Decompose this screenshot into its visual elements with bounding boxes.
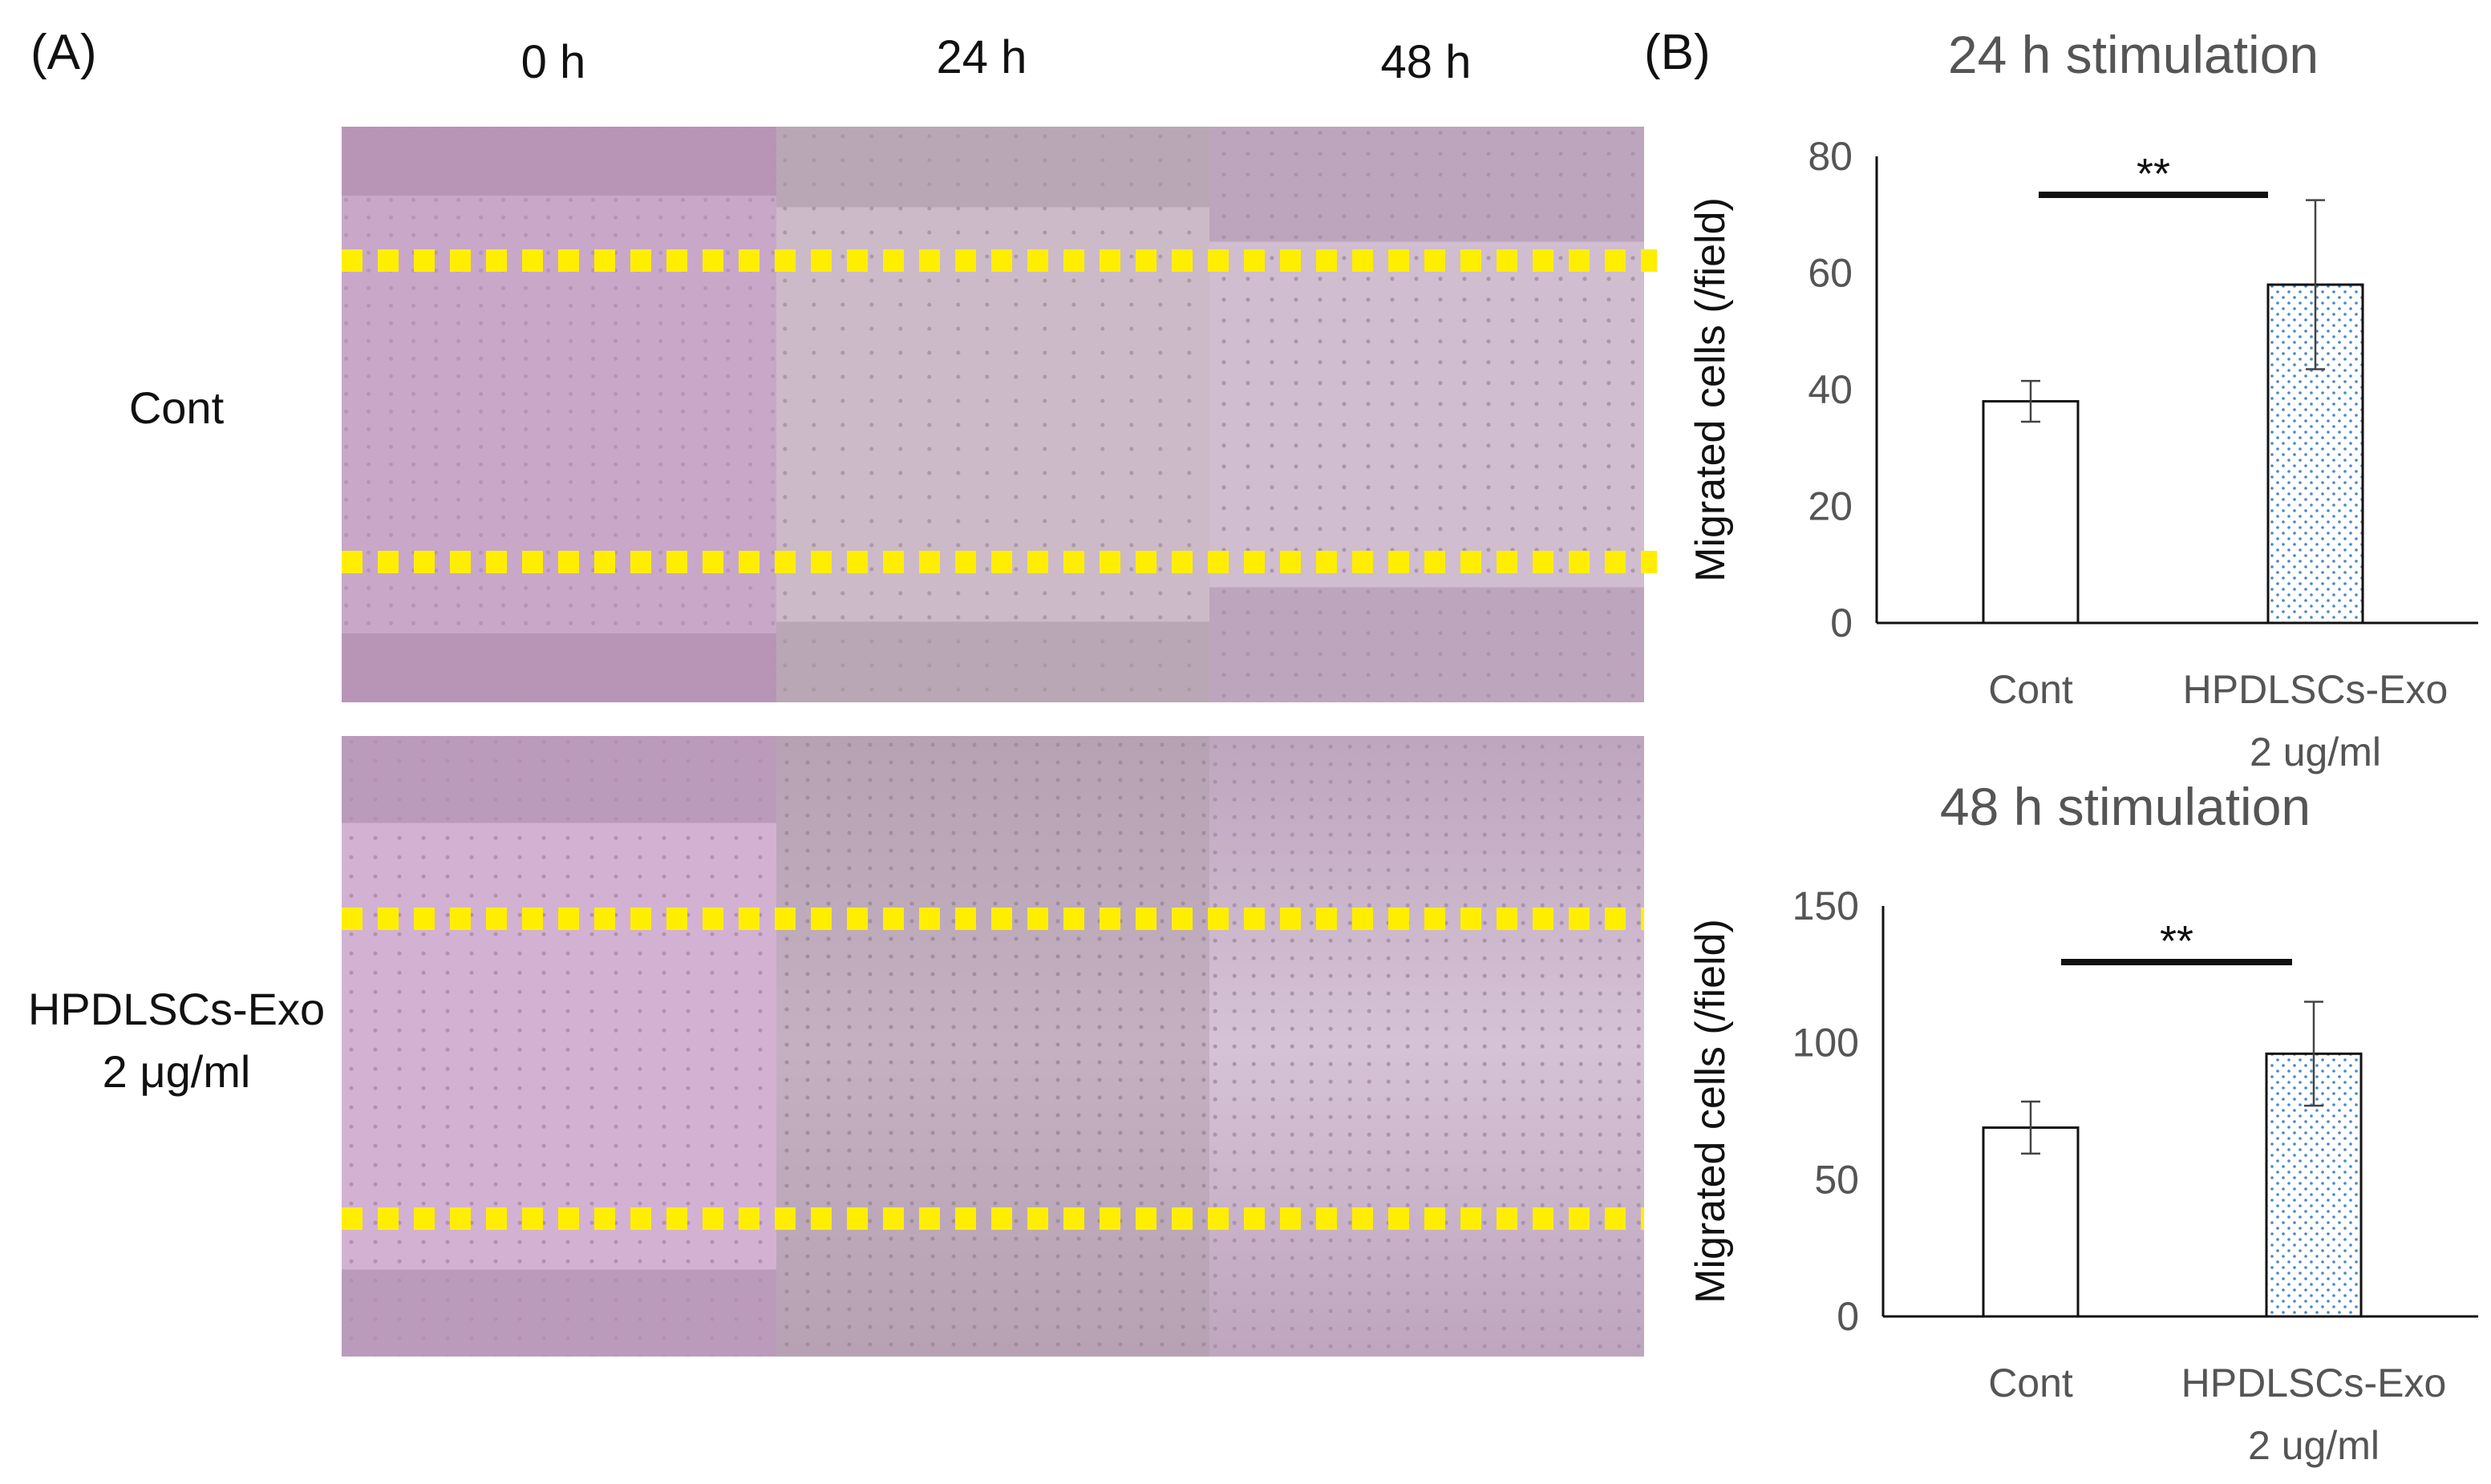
chart1-y-tick-label: 60 [1808,251,1853,296]
time-label-24h: 24 h [936,31,1027,83]
chart1-x-tick-label-1-0: HPDLSCs-Exo [2183,667,2448,712]
chart2-title: 48 h stimulation [1939,777,2311,836]
chart2-y-tick-label: 50 [1814,1157,1859,1202]
chart2-x-tick-label-1-0: HPDLSCs-Exo [2181,1361,2447,1405]
chart1-y-tick-label: 40 [1808,367,1853,412]
row-label-cont: Cont [128,382,225,433]
panel-b-label: (B) [1644,25,1711,80]
chart1-x-tick-label-1-1: 2 ug/ml [2250,730,2381,774]
wound-edge-line-cont-top [342,249,1657,272]
chart2-y-tick-label: 0 [1837,1294,1859,1339]
chart2-x-tick-label-1-1: 2 ug/ml [2248,1423,2380,1468]
chart1-y-tick-label: 0 [1830,600,1853,645]
time-label-48h: 48 h [1380,36,1472,88]
chart1-y-tick-label: 80 [1808,134,1853,179]
micrograph-exo-0h [342,736,776,1357]
chart2-x-tick-label-0-0: Cont [1988,1361,2073,1405]
chart1-significance-label: ** [2137,150,2170,198]
row-label-exo-line2: 2 μg/ml [102,1046,251,1098]
chart2-significance-label: ** [2160,917,2193,965]
micrograph-cont-24h [776,127,1209,702]
chart2-y-axis-label: Migrated cells (/field) [1687,919,1734,1304]
chart2-y-tick-label: 100 [1792,1021,1859,1065]
time-label-0h: 0 h [520,36,586,88]
chart1-bar-0 [1982,400,2080,625]
wound-edge-line-cont-bottom [342,551,1657,573]
chart1-x-tick-label-0-0: Cont [1988,667,2073,712]
micrograph-cont-0h [342,127,776,702]
chart1-y-tick-label: 20 [1808,484,1853,529]
chart2-y-tick-label: 150 [1792,884,1859,928]
row-label-exo-line1: HPDLSCs-Exo [27,984,326,1034]
wound-edge-line-exo-bottom [342,1207,1644,1230]
micrograph-cont-48h [1209,127,1644,702]
panel-a-label: (A) [30,25,97,80]
chart1-y-axis-label: Migrated cells (/field) [1687,197,1734,582]
row-label-exo: HPDLSCs-Exo 2 μg/ml [16,978,337,1104]
wound-edge-line-exo-top [342,908,1644,930]
chart1-title: 24 h stimulation [1947,25,2319,84]
micrograph-exo-24h [776,736,1209,1357]
micrograph-exo-48h [1209,736,1644,1357]
chart-48h: Migrated cells (/field) 0 50 100 150 Cont HPDL… [1687,884,2478,1468]
chart2-bar-0 [1982,1126,2080,1318]
chart-24h: Migrated cells (/field) 0 20 40 60 80 Cont HPDL… [1687,134,2478,774]
